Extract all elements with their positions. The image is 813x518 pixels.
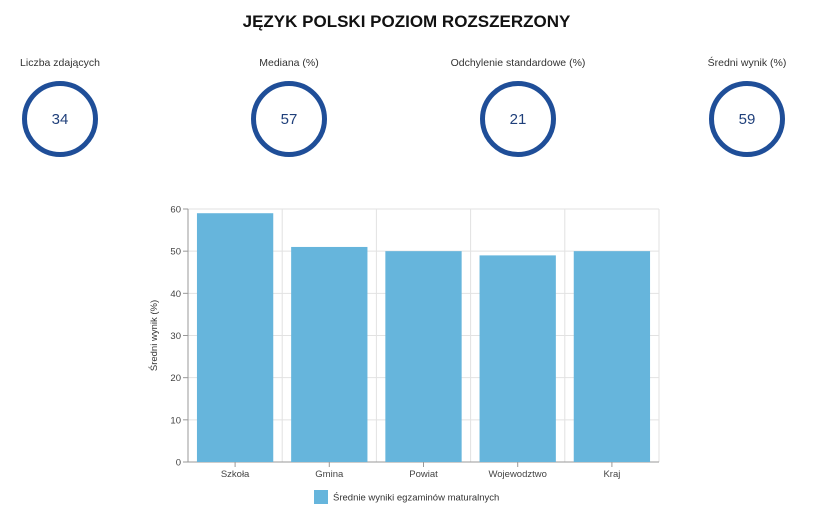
x-tick-label: Wojewodztwo bbox=[488, 469, 546, 480]
stat-average: Średni wynik (%) 59 bbox=[657, 56, 813, 157]
legend-label: Średnie wyniki egzaminów maturalnych bbox=[333, 492, 499, 504]
stat-stddev-label: Odchylenie standardowe (%) bbox=[450, 57, 586, 69]
stat-median: Mediana (%) 57 bbox=[199, 56, 379, 157]
stat-count-label: Liczba zdających bbox=[20, 57, 100, 69]
x-tick-label: Gmina bbox=[315, 469, 344, 480]
bar-5 bbox=[573, 251, 651, 462]
stat-median-circle: 57 bbox=[251, 81, 327, 157]
stat-average-value: 59 bbox=[738, 110, 756, 128]
y-tick-label: 60 bbox=[170, 205, 181, 216]
y-tick-label: 10 bbox=[170, 415, 181, 426]
bar-2 bbox=[291, 246, 368, 462]
y-axis-title: Średni wynik (%) bbox=[148, 300, 160, 371]
y-tick-label: 20 bbox=[170, 373, 181, 384]
page-title: JĘZYK POLSKI POZIOM ROZSZERZONY bbox=[242, 12, 571, 31]
bar-3 bbox=[385, 251, 462, 462]
y-tick-label: 0 bbox=[176, 458, 181, 469]
stat-average-label: Średni wynik (%) bbox=[707, 57, 787, 69]
stat-stddev-value: 21 bbox=[509, 110, 527, 128]
stat-average-circle: 59 bbox=[709, 81, 785, 157]
bar-1 bbox=[196, 213, 274, 462]
stat-median-label: Mediana (%) bbox=[259, 57, 319, 69]
x-tick-label: Powiat bbox=[409, 469, 438, 480]
x-tick-label: Szkoła bbox=[221, 469, 250, 480]
stat-median-value: 57 bbox=[280, 110, 298, 128]
stat-count-circle: 34 bbox=[22, 81, 98, 157]
stat-count: Liczba zdających 34 bbox=[0, 56, 150, 157]
y-tick-label: 50 bbox=[170, 247, 181, 258]
stat-count-value: 34 bbox=[51, 110, 69, 128]
bar-4 bbox=[479, 255, 556, 462]
x-tick-label: Kraj bbox=[603, 469, 620, 480]
legend-swatch bbox=[314, 490, 328, 504]
y-tick-label: 30 bbox=[170, 331, 181, 342]
stat-stddev: Odchylenie standardowe (%) 21 bbox=[428, 56, 608, 157]
y-tick-label: 40 bbox=[170, 289, 181, 300]
stat-stddev-circle: 21 bbox=[480, 81, 556, 157]
